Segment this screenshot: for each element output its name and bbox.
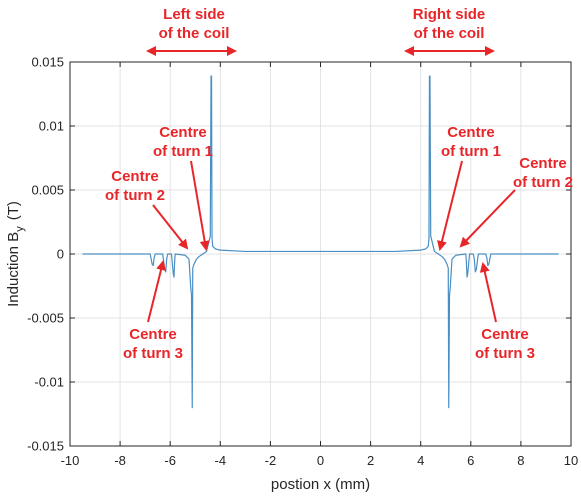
x-tick-label: -2 bbox=[265, 453, 277, 468]
y-axis-label-main: Induction B bbox=[5, 232, 22, 307]
left-turn3-line1: Centre bbox=[129, 326, 177, 343]
x-tick-label: -8 bbox=[114, 453, 126, 468]
x-tick-label: 4 bbox=[417, 453, 424, 468]
x-tick-label: 2 bbox=[367, 453, 374, 468]
right-turn3-line1: Centre bbox=[481, 326, 529, 343]
y-axis-label-subscript: y bbox=[14, 226, 26, 232]
x-tick-label: -10 bbox=[61, 453, 80, 468]
right-turn1-line1: Centre bbox=[447, 124, 495, 141]
left-turn3-line2: of turn 3 bbox=[123, 345, 183, 362]
left-turn2-annotation: Centre of turn 2 bbox=[105, 168, 189, 250]
y-tick-label: 0.015 bbox=[31, 55, 64, 70]
y-tick-label: 0.005 bbox=[31, 183, 64, 198]
x-tick-label: -4 bbox=[215, 453, 227, 468]
right-turn1-annotation: Centre of turn 1 bbox=[437, 124, 501, 251]
x-tick-label: -6 bbox=[164, 453, 176, 468]
y-tick-label: -0.005 bbox=[27, 311, 64, 326]
left-side-label-line2: of the coil bbox=[159, 25, 230, 42]
left-side-label-line1: Left side bbox=[163, 6, 225, 23]
series-line-0 bbox=[82, 75, 559, 409]
y-tick-label: -0.01 bbox=[34, 375, 64, 390]
left-side-annotation: Left side of the coil bbox=[146, 6, 237, 56]
x-axis: -10 -8 -6 -4 -2 0 2 4 6 8 10 bbox=[61, 62, 578, 468]
right-turn2-arrow bbox=[459, 189, 516, 248]
y-tick-label: 0 bbox=[57, 247, 64, 262]
x-axis-label: postion x (mm) bbox=[271, 476, 370, 493]
left-turn3-annotation: Centre of turn 3 bbox=[123, 260, 183, 362]
y-tick-label: -0.015 bbox=[27, 439, 64, 454]
left-turn1-line1: Centre bbox=[159, 124, 207, 141]
y-tick-label: 0.01 bbox=[39, 119, 64, 134]
right-turn1-line2: of turn 1 bbox=[441, 143, 501, 160]
right-side-label-line1: Right side bbox=[413, 6, 486, 23]
right-turn3-line2: of turn 3 bbox=[475, 345, 535, 362]
left-turn3-arrow bbox=[147, 260, 166, 323]
y-axis-label: Induction By (T) bbox=[5, 201, 26, 307]
right-turn2-line2: of turn 2 bbox=[513, 174, 573, 191]
y-axis: -0.015 -0.01 -0.005 0 0.005 0.01 0.015 bbox=[27, 55, 571, 454]
x-tick-label: 6 bbox=[467, 453, 474, 468]
x-tick-label: 8 bbox=[517, 453, 524, 468]
right-side-annotation: Right side of the coil bbox=[404, 6, 495, 56]
right-turn1-arrow bbox=[437, 160, 463, 251]
left-turn2-arrow bbox=[152, 204, 189, 250]
left-turn1-arrow bbox=[190, 160, 210, 251]
y-axis-label-unit: (T) bbox=[5, 201, 22, 220]
x-tick-label: 10 bbox=[564, 453, 578, 468]
left-turn1-annotation: Centre of turn 1 bbox=[153, 124, 213, 251]
right-turn3-annotation: Centre of turn 3 bbox=[475, 262, 535, 362]
series-layer bbox=[82, 75, 559, 409]
left-turn1-line2: of turn 1 bbox=[153, 143, 213, 160]
right-turn3-arrow bbox=[479, 262, 497, 323]
right-turn2-line1: Centre bbox=[519, 155, 567, 172]
left-turn2-line2: of turn 2 bbox=[105, 187, 165, 204]
left-turn2-line1: Centre bbox=[111, 168, 159, 185]
x-tick-label: 0 bbox=[317, 453, 324, 468]
right-turn2-annotation: Centre of turn 2 bbox=[459, 155, 573, 248]
right-side-label-line2: of the coil bbox=[414, 25, 485, 42]
